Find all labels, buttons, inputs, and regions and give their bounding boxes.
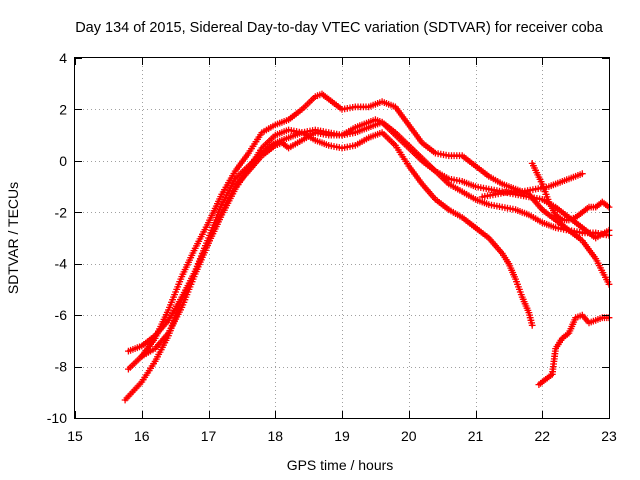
series-markers bbox=[138, 116, 613, 360]
series-markers bbox=[535, 311, 613, 388]
y-tick-label: 4 bbox=[59, 50, 67, 66]
series-arc-4 bbox=[138, 116, 613, 360]
x-tick-label: 17 bbox=[201, 428, 217, 444]
y-tick-label: -6 bbox=[55, 307, 68, 323]
series-arc-5 bbox=[478, 170, 586, 201]
chart-title: Day 134 of 2015, Sidereal Day-to-day VTE… bbox=[75, 20, 604, 36]
tick-label-layer: 15 16 17 18 19 20 21 22 23 -10 -8 -6 -4 -2 0 2 4 bbox=[47, 50, 617, 444]
y-tick-label: -10 bbox=[47, 410, 67, 426]
series-markers bbox=[528, 160, 613, 224]
x-tick-label: 21 bbox=[468, 428, 484, 444]
x-tick-label: 22 bbox=[534, 428, 550, 444]
x-tick-label: 18 bbox=[267, 428, 283, 444]
x-axis-label: GPS time / hours bbox=[287, 457, 394, 473]
y-tick-label: -4 bbox=[55, 256, 68, 272]
series-markers bbox=[125, 90, 613, 373]
series-arc-1 bbox=[125, 90, 613, 373]
x-tick-label: 20 bbox=[401, 428, 417, 444]
x-tick-label: 19 bbox=[334, 428, 350, 444]
plot-frame bbox=[74, 57, 610, 419]
grid-layer bbox=[75, 58, 609, 418]
series-arc-7 bbox=[535, 311, 613, 388]
y-tick-label: 0 bbox=[59, 153, 67, 169]
series-markers bbox=[478, 170, 586, 201]
y-tick-label: -2 bbox=[55, 204, 68, 220]
series-layer bbox=[121, 90, 613, 404]
tick-layer bbox=[75, 58, 610, 419]
series-arc-6 bbox=[528, 160, 613, 224]
y-tick-label: -8 bbox=[55, 359, 68, 375]
x-tick-label: 23 bbox=[601, 428, 617, 444]
y-tick-label: 2 bbox=[59, 101, 67, 117]
y-axis-label: SDTVAR / TECUs bbox=[5, 182, 21, 294]
x-tick-label: 16 bbox=[134, 428, 150, 444]
x-tick-label: 15 bbox=[67, 428, 83, 444]
